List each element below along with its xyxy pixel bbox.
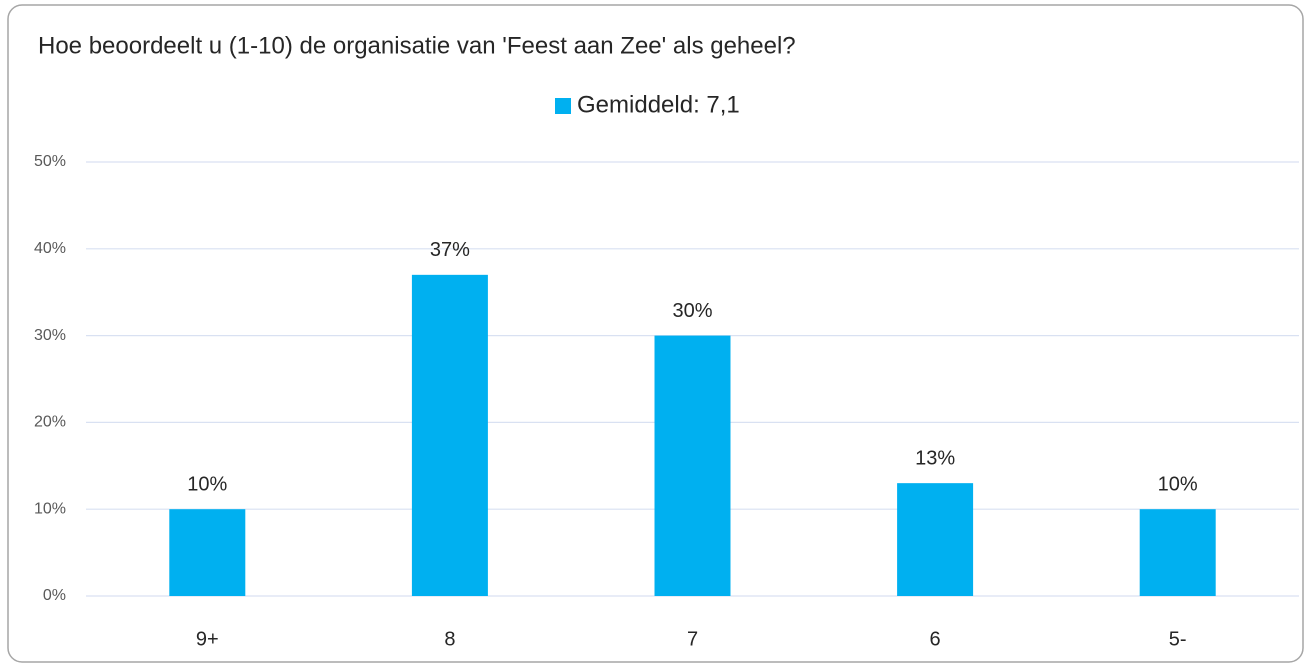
data-label: 10% (1158, 473, 1198, 495)
bar (1139, 509, 1216, 596)
data-label: 10% (187, 473, 227, 495)
data-label: 13% (915, 447, 955, 469)
chart-title: Hoe beoordeelt u (1-10) de organisatie v… (38, 32, 796, 59)
y-tick-label: 50% (34, 153, 66, 170)
legend-label: Gemiddeld: 7,1 (577, 91, 740, 118)
chart-border (7, 4, 1304, 663)
bar (897, 483, 974, 596)
y-tick-label: 0% (43, 587, 66, 604)
data-label: 30% (672, 300, 712, 322)
x-tick-label: 6 (930, 628, 941, 650)
y-tick-label: 30% (34, 327, 66, 344)
bar (169, 509, 246, 596)
y-tick-label: 20% (34, 414, 66, 431)
x-tick-label: 5- (1169, 628, 1187, 650)
data-label: 37% (430, 239, 470, 261)
bar (654, 335, 731, 596)
bar (411, 274, 488, 596)
x-tick-label: 9+ (196, 628, 219, 650)
y-tick-label: 10% (34, 500, 66, 517)
x-tick-label: 8 (444, 628, 455, 650)
x-tick-label: 7 (687, 628, 698, 650)
legend-swatch (555, 98, 571, 114)
y-tick-label: 40% (34, 240, 66, 257)
